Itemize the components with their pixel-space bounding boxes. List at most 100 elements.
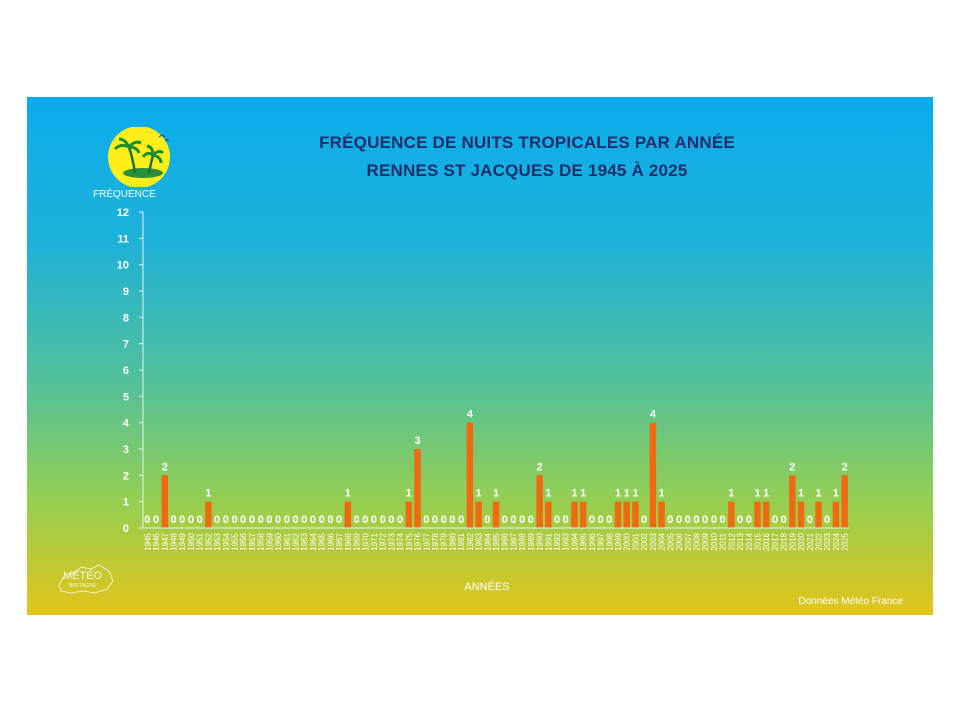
bar <box>414 449 421 528</box>
x-tick-label: 1996 <box>588 532 597 550</box>
x-tick-label: 1995 <box>579 532 588 550</box>
x-tick-label: 2006 <box>675 532 684 550</box>
data-label: 1 <box>345 488 351 500</box>
data-label: 0 <box>284 514 290 526</box>
x-tick-label: 2002 <box>640 532 649 550</box>
data-label: 0 <box>510 514 516 526</box>
x-tick-label: 1990 <box>536 532 545 550</box>
x-tick-label: 1997 <box>597 532 606 550</box>
x-tick-label: 2024 <box>832 532 841 550</box>
data-label: 0 <box>598 514 604 526</box>
x-tick-label: 2003 <box>649 532 658 550</box>
data-label: 0 <box>519 514 525 526</box>
data-label: 0 <box>179 514 185 526</box>
y-tick-label: 3 <box>123 444 129 456</box>
data-label: 0 <box>310 514 316 526</box>
data-label: 0 <box>353 514 359 526</box>
x-tick-label: 1955 <box>231 532 240 550</box>
x-tick-label: 2019 <box>788 532 797 550</box>
bar <box>579 501 587 528</box>
data-label: 0 <box>380 514 386 526</box>
data-label: 0 <box>746 514 752 526</box>
y-tick-label: 0 <box>123 523 129 535</box>
data-label: 0 <box>275 514 281 526</box>
bar <box>161 475 169 528</box>
x-tick-label: 1948 <box>170 532 179 550</box>
data-label: 0 <box>292 514 298 526</box>
x-tick-label: 2009 <box>701 532 710 550</box>
x-tick-label: 1945 <box>143 532 152 550</box>
x-tick-label: 1993 <box>562 532 571 550</box>
bar <box>205 501 212 528</box>
svg-text:BRETAGNE: BRETAGNE <box>69 583 97 589</box>
bar <box>536 475 543 528</box>
bar <box>658 501 665 528</box>
x-tick-label: 1975 <box>405 532 414 550</box>
bar <box>545 501 552 528</box>
data-label: 2 <box>789 461 795 473</box>
x-tick-label: 2007 <box>684 532 693 550</box>
data-label: 0 <box>737 514 743 526</box>
x-tick-label: 2014 <box>745 532 754 550</box>
data-label: 0 <box>170 514 176 526</box>
data-label: 1 <box>406 488 412 500</box>
data-label: 0 <box>711 514 717 526</box>
x-tick-label: 2011 <box>719 532 728 550</box>
bar <box>762 501 770 528</box>
data-label: 4 <box>650 409 657 421</box>
data-label: 0 <box>397 514 403 526</box>
data-label: 0 <box>153 514 159 526</box>
x-tick-label: 2025 <box>841 532 850 550</box>
y-tick-label: 2 <box>123 470 129 482</box>
data-label: 0 <box>362 514 368 526</box>
data-label: 0 <box>319 514 325 526</box>
x-tick-label: 2008 <box>692 532 701 550</box>
data-label: 0 <box>301 514 307 526</box>
data-label: 0 <box>484 514 490 526</box>
x-tick-label: 1985 <box>492 532 501 550</box>
x-tick-label: 1968 <box>344 532 353 550</box>
data-label: 1 <box>728 488 734 500</box>
x-tick-label: 1981 <box>457 532 466 550</box>
x-tick-label: 1954 <box>222 532 231 550</box>
chart-panel: FRÉQUENCE DE NUITS TROPICALES PAR ANNÉE … <box>27 97 933 615</box>
data-label: 0 <box>327 514 333 526</box>
x-tick-label: 1979 <box>440 532 449 550</box>
data-label: 1 <box>754 488 760 500</box>
x-tick-label: 1959 <box>265 532 274 550</box>
y-tick-label: 5 <box>123 391 129 403</box>
data-label: 0 <box>388 514 394 526</box>
data-label: 0 <box>223 514 229 526</box>
x-tick-label: 1999 <box>614 532 623 550</box>
y-tick-label: 9 <box>123 286 129 298</box>
y-tick-label: 6 <box>123 365 129 377</box>
x-tick-label: 2004 <box>658 532 667 550</box>
data-label: 0 <box>197 514 203 526</box>
data-label: 1 <box>615 488 621 500</box>
x-tick-label: 1969 <box>353 532 362 550</box>
data-label: 0 <box>423 514 429 526</box>
data-label: 1 <box>205 488 211 500</box>
x-tick-label: 2017 <box>771 532 780 550</box>
bar <box>466 422 474 528</box>
data-label: 1 <box>659 488 665 500</box>
bar <box>344 501 352 528</box>
data-label: 1 <box>476 488 482 500</box>
data-label: 2 <box>162 461 168 473</box>
x-tick-label: 1967 <box>335 532 344 550</box>
y-tick-label: 1 <box>123 497 129 509</box>
data-label: 1 <box>833 488 839 500</box>
data-label: 1 <box>632 488 638 500</box>
x-tick-label: 1989 <box>527 532 536 550</box>
data-source: Données Météo France <box>798 596 903 607</box>
data-label: 0 <box>685 514 691 526</box>
x-tick-label: 1986 <box>501 532 510 550</box>
data-label: 0 <box>641 514 647 526</box>
x-tick-label: 2018 <box>780 532 789 550</box>
x-tick-label: 1970 <box>361 532 370 550</box>
x-tick-label: 2001 <box>631 532 640 550</box>
bar <box>649 422 657 528</box>
x-tick-label: 2016 <box>762 532 771 550</box>
x-tick-label: 1987 <box>509 532 518 550</box>
